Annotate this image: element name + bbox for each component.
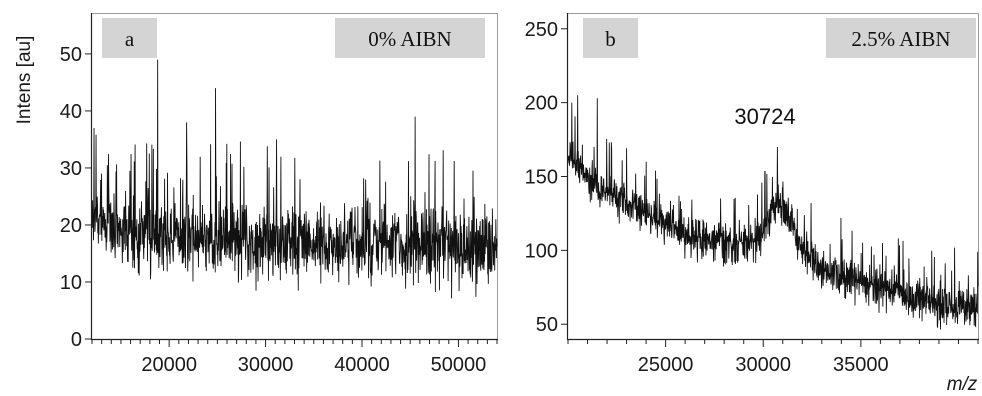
panel-b-x-tick-label: 35000: [833, 354, 889, 376]
panel-a-x-tick-label: 20000: [141, 354, 197, 376]
panel-a-condition: 0% AIBN: [368, 27, 451, 51]
panel-a-condition-box: [335, 18, 485, 58]
peak-annotation: 30724: [734, 104, 795, 129]
panel-b-label: b: [605, 27, 616, 51]
panel-b-spectrum-line: [567, 95, 979, 330]
panel-a-x-tick-label: 40000: [334, 354, 390, 376]
x-axis-title: m/z: [947, 374, 978, 395]
panel-a-label-badge: a: [102, 18, 157, 58]
panel-b: 50 100 150 200 250 25000 30000 35000 b 2.5% AIB…: [525, 13, 979, 376]
panel-a-y-tick-label: 50: [60, 44, 82, 66]
panel-a-x-tick-label: 50000: [431, 354, 487, 376]
panel-a-y-tick-label: 0: [71, 329, 82, 351]
panel-b-ticks: 50 100 150 200 250 25000 30000 35000: [525, 19, 979, 376]
panel-b-y-tick-label: 200: [525, 93, 558, 115]
panel-b-condition-box: [826, 18, 976, 58]
panel-a-y-tick-label: 40: [60, 101, 82, 123]
panel-a-y-tick-label: 30: [60, 158, 82, 180]
y-axis-title: Intens [au]: [14, 36, 35, 125]
panel-a: 0 10 20 30 40 50 20000 30000 40000 50000 a 0% AIB…: [60, 13, 498, 376]
panel-b-x-tick-label: 30000: [735, 354, 791, 376]
panel-a-ticks: 0 10 20 30 40 50 20000 30000 40000 50000: [60, 44, 498, 376]
panel-a-label: a: [125, 27, 135, 51]
panel-b-label-badge: b: [583, 18, 638, 58]
panel-a-y-tick-label: 20: [60, 215, 82, 237]
panel-b-condition: 2.5% AIBN: [851, 27, 950, 51]
panel-a-x-tick-label: 30000: [238, 354, 294, 376]
panel-a-y-tick-label: 10: [60, 272, 82, 294]
panel-b-x-tick-label: 25000: [638, 354, 694, 376]
panel-b-y-tick-label: 100: [525, 240, 558, 262]
panel-b-y-tick-label: 250: [525, 19, 558, 41]
panel-b-label-box: [583, 18, 638, 58]
panel-a-condition-badge: 0% AIBN: [335, 18, 485, 58]
panel-b-y-tick-label: 150: [525, 167, 558, 189]
panel-a-label-box: [102, 18, 157, 58]
panel-b-condition-badge: 2.5% AIBN: [826, 18, 976, 58]
panel-a-spectrum-line: [91, 59, 498, 299]
panel-b-y-tick-label: 50: [536, 314, 558, 336]
